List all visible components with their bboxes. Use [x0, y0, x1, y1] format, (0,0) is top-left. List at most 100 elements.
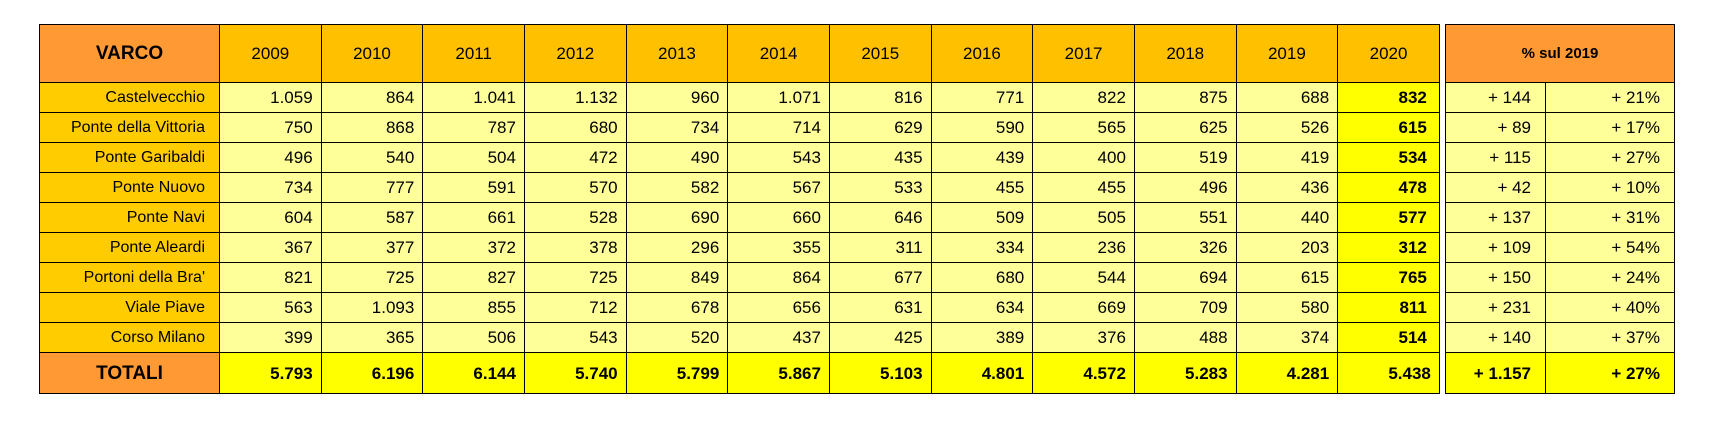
pct-cell: + 37%	[1545, 322, 1675, 353]
value-cell: 543	[523, 322, 627, 353]
value-cell: 367	[219, 232, 322, 263]
value-cell: 365	[320, 322, 424, 353]
year-header: 2017	[1032, 24, 1135, 83]
value-cell: 372	[422, 232, 525, 263]
value-cell: 832	[1337, 82, 1440, 113]
value-cell: 488	[1133, 322, 1237, 353]
value-cell: 526	[1235, 112, 1339, 143]
value-cell: 690	[625, 202, 729, 233]
value-cell: 822	[1032, 82, 1135, 113]
value-cell: 570	[523, 172, 627, 203]
value-cell: 355	[727, 232, 830, 263]
value-cell: 694	[1133, 262, 1237, 293]
diff-cell: + 89	[1445, 112, 1546, 143]
value-cell: 590	[930, 112, 1034, 143]
value-cell: 765	[1337, 262, 1440, 293]
value-cell: 472	[523, 142, 627, 173]
table-row: Ponte Aleardi 367 377 372 378 296 355 311 334 236…	[39, 232, 1440, 263]
table-row: Ponte Navi 604 587 661 528 690 660 646 509 505 551…	[39, 202, 1440, 233]
varco-name: Ponte Garibaldi	[39, 142, 220, 173]
value-cell: 400	[1032, 142, 1135, 173]
value-cell: 504	[422, 142, 525, 173]
value-cell: 478	[1337, 172, 1440, 203]
value-cell: 680	[930, 262, 1034, 293]
varco-name: Ponte Navi	[39, 202, 220, 233]
table-row: Portoni della Bra' 821 725 827 725 849 864 677 6…	[39, 262, 1440, 293]
value-cell: 591	[422, 172, 525, 203]
value-cell: 646	[828, 202, 932, 233]
value-cell: 399	[219, 322, 322, 353]
value-cell: 505	[1032, 202, 1135, 233]
diff-cell: + 137	[1445, 202, 1546, 233]
value-cell: 587	[320, 202, 424, 233]
value-cell: 528	[523, 202, 627, 233]
value-cell: 615	[1337, 112, 1440, 143]
value-cell: 864	[727, 262, 830, 293]
value-cell: 544	[1032, 262, 1135, 293]
pct-row: + 115 + 27%	[1445, 142, 1675, 173]
varco-name: Viale Piave	[39, 292, 220, 323]
value-cell: 631	[828, 292, 932, 323]
value-cell: 577	[1337, 202, 1440, 233]
value-cell: 629	[828, 112, 932, 143]
pct-totals-row: + 1.157 + 27%	[1445, 352, 1675, 394]
value-cell: 567	[727, 172, 830, 203]
total-diff-cell: + 1.157	[1445, 352, 1546, 394]
value-cell: 875	[1133, 82, 1237, 113]
table-row: Castelvecchio 1.059 864 1.041 1.132 960 1.071 8…	[39, 82, 1440, 113]
total-cell: 5.438	[1337, 352, 1440, 394]
value-cell: 435	[828, 142, 932, 173]
value-cell: 496	[219, 142, 322, 173]
value-cell: 378	[523, 232, 627, 263]
value-cell: 312	[1337, 232, 1440, 263]
header-row: VARCO 2009 2010 2011 2012 2013 2014 2015 2016 20…	[39, 24, 1440, 83]
value-cell: 203	[1235, 232, 1339, 263]
pct-row: + 150 + 24%	[1445, 262, 1675, 293]
year-header: 2015	[828, 24, 932, 83]
pct-cell: + 27%	[1545, 142, 1675, 173]
value-cell: 439	[930, 142, 1034, 173]
pct-cell: + 40%	[1545, 292, 1675, 323]
year-header: 2012	[523, 24, 627, 83]
value-cell: 816	[828, 82, 932, 113]
value-cell: 615	[1235, 262, 1339, 293]
value-cell: 725	[523, 262, 627, 293]
value-cell: 821	[219, 262, 322, 293]
value-cell: 777	[320, 172, 424, 203]
traffic-table: VARCO 2009 2010 2011 2012 2013 2014 2015 2016 20…	[39, 24, 1440, 394]
value-cell: 374	[1235, 322, 1339, 353]
varco-name: Corso Milano	[39, 322, 220, 353]
value-cell: 688	[1235, 82, 1339, 113]
value-cell: 827	[422, 262, 525, 293]
year-header: 2019	[1235, 24, 1339, 83]
value-cell: 440	[1235, 202, 1339, 233]
pct-cell: + 21%	[1545, 82, 1675, 113]
value-cell: 563	[219, 292, 322, 323]
year-header: 2018	[1133, 24, 1237, 83]
total-pct-cell: + 27%	[1545, 352, 1675, 394]
value-cell: 236	[1032, 232, 1135, 263]
value-cell: 533	[828, 172, 932, 203]
total-cell: 5.103	[828, 352, 932, 394]
value-cell: 709	[1133, 292, 1237, 323]
pct-row: + 42 + 10%	[1445, 172, 1675, 203]
value-cell: 326	[1133, 232, 1237, 263]
diff-cell: + 144	[1445, 82, 1546, 113]
value-cell: 509	[930, 202, 1034, 233]
value-cell: 849	[625, 262, 729, 293]
year-header: 2016	[930, 24, 1034, 83]
value-cell: 771	[930, 82, 1034, 113]
table-row: Corso Milano 399 365 506 543 520 437 425 389 376 4…	[39, 322, 1440, 353]
table-row: Ponte Nuovo 734 777 591 570 582 567 533 455 455 49…	[39, 172, 1440, 203]
value-cell: 490	[625, 142, 729, 173]
year-header: 2013	[625, 24, 729, 83]
varco-name: Portoni della Bra'	[39, 262, 220, 293]
value-cell: 1.132	[523, 82, 627, 113]
value-cell: 551	[1133, 202, 1237, 233]
value-cell: 565	[1032, 112, 1135, 143]
total-cell: 5.867	[727, 352, 830, 394]
total-cell: 4.801	[930, 352, 1034, 394]
pct-cell: + 17%	[1545, 112, 1675, 143]
value-cell: 506	[422, 322, 525, 353]
value-cell: 389	[930, 322, 1034, 353]
